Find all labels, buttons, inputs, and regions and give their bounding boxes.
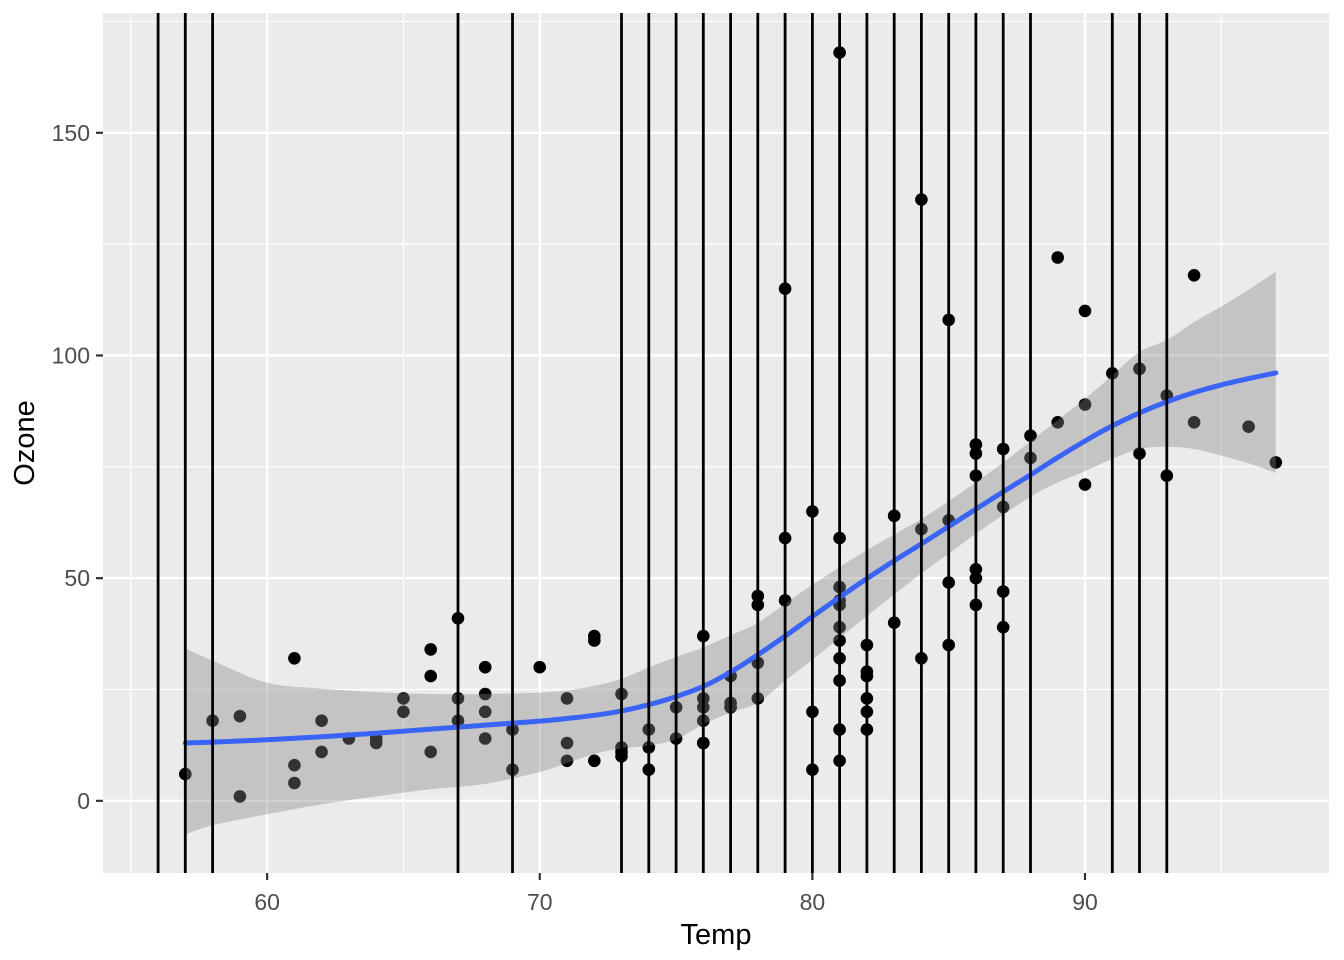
data-point (397, 705, 410, 719)
confidence-ribbon-area (185, 271, 1276, 835)
x-axis-title: Temp (681, 919, 752, 951)
data-point (478, 660, 492, 674)
data-point (588, 754, 601, 768)
x-tick-label: 70 (527, 889, 553, 915)
data-point (478, 732, 492, 745)
vertical-rule-lines (156, 13, 1169, 873)
y-tick-label: 50 (64, 565, 90, 591)
data-point (315, 714, 328, 727)
data-point (588, 629, 601, 643)
y-tick-label: 150 (52, 120, 90, 146)
data-point (397, 692, 410, 705)
data-point (1187, 416, 1201, 429)
data-point (1051, 416, 1064, 429)
data-point (533, 660, 546, 674)
data-point (560, 736, 574, 750)
data-point (1078, 478, 1092, 491)
y-axis-title: Ozone (9, 400, 41, 485)
data-point (478, 687, 492, 701)
data-point (1078, 398, 1092, 411)
x-tick-label: 60 (254, 889, 280, 915)
data-point (560, 754, 574, 768)
data-point (478, 705, 492, 719)
data-point (424, 669, 438, 683)
y-tick-label: 0 (77, 788, 90, 814)
data-point (424, 643, 438, 656)
data-point (1269, 456, 1283, 469)
data-point (560, 692, 574, 705)
data-point (369, 736, 383, 750)
confidence-ribbon (185, 271, 1276, 835)
x-tick-label: 90 (1072, 889, 1098, 915)
data-point (288, 652, 301, 665)
y-axis-tick-labels: 0 50 100 150 (52, 120, 90, 814)
x-tick-label: 80 (800, 889, 826, 915)
data-point (1051, 251, 1064, 264)
axis-tick-marks (96, 131, 1087, 880)
data-point (233, 709, 247, 723)
data-point (233, 790, 247, 803)
data-point (288, 758, 301, 772)
data-point (315, 745, 328, 759)
panel-background (103, 13, 1329, 873)
data-point (1242, 420, 1255, 434)
data-point (1187, 269, 1201, 282)
y-tick-label: 100 (52, 342, 90, 368)
data-point (424, 745, 438, 759)
data-point (1078, 304, 1092, 318)
major-gridlines (103, 13, 1329, 873)
plot-panel (103, 13, 1329, 873)
data-point (288, 776, 301, 790)
x-axis-tick-labels: 60 70 80 90 (254, 889, 1097, 915)
